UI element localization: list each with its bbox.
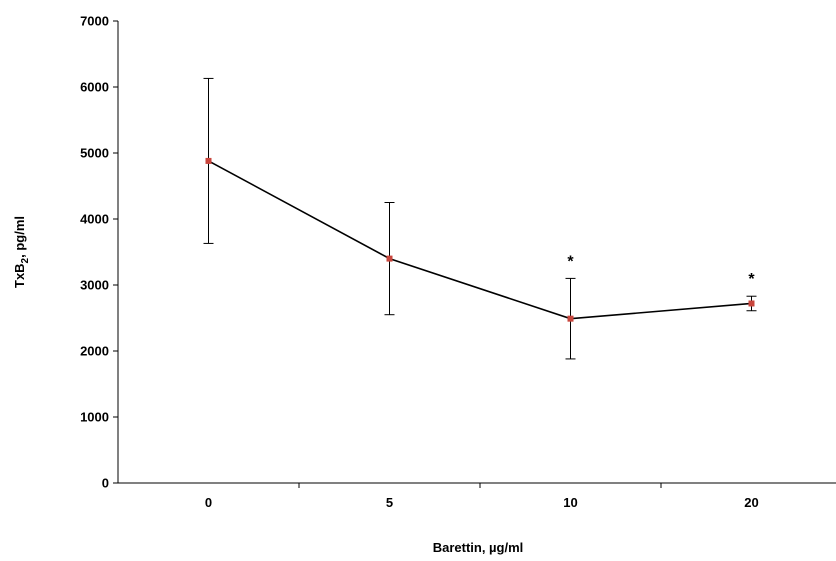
y-axis-label-suffix: , pg/ml: [12, 216, 27, 258]
x-tick-label: 0: [205, 495, 212, 510]
y-tick-label: 2000: [80, 344, 109, 359]
data-point: [205, 157, 212, 164]
significance-markers: **: [567, 253, 755, 288]
y-tick-label: 3000: [80, 278, 109, 293]
data-point: [748, 300, 755, 307]
data-line: [208, 160, 752, 320]
x-tick-label: 20: [744, 495, 758, 510]
x-axis: 0 5 10 20: [118, 482, 836, 510]
y-tick-label: 7000: [80, 14, 109, 29]
data-markers: [205, 157, 755, 322]
y-tick-label: 1000: [80, 410, 109, 425]
significance-marker: *: [567, 253, 574, 270]
y-axis-label: TxB2, pg/ml: [12, 216, 31, 288]
x-tick-label: 5: [386, 495, 393, 510]
x-axis-label: Barettin, µg/ml: [433, 540, 524, 555]
y-tick-label: 4000: [80, 212, 109, 227]
significance-marker: *: [748, 271, 755, 288]
y-axis: 0 1000 2000 3000 4000 5000 6000 7000: [80, 14, 119, 491]
y-tick-label: 6000: [80, 80, 109, 95]
y-axis-label-prefix: TxB: [12, 263, 27, 288]
data-point: [386, 255, 393, 262]
y-tick-label: 0: [102, 476, 109, 491]
y-tick-label: 5000: [80, 146, 109, 161]
y-axis-label-subscript: 2: [20, 257, 31, 263]
error-bars: [203, 77, 757, 360]
data-point: [567, 315, 574, 322]
x-tick-label: 10: [563, 495, 577, 510]
series-line: [208, 160, 752, 320]
